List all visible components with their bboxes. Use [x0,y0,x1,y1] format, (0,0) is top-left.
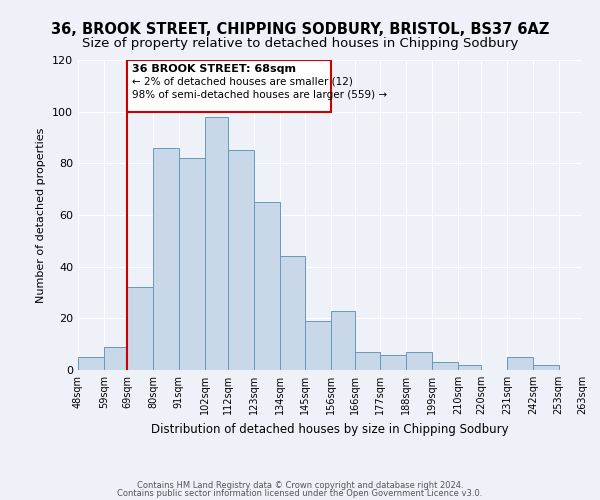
Bar [127,288,153,370]
Bar [280,256,305,370]
Text: Size of property relative to detached houses in Chipping Sodbury: Size of property relative to detached ho… [82,38,518,51]
X-axis label: Distribution of detached houses by size in Chipping Sodbury: Distribution of detached houses by size … [151,422,509,436]
Bar [331,310,355,370]
Bar [458,365,481,370]
Bar [432,362,458,370]
Text: 98% of semi-detached houses are larger (559) →: 98% of semi-detached houses are larger (… [132,90,387,100]
Bar [78,357,104,370]
Text: 36 BROOK STREET: 68sqm: 36 BROOK STREET: 68sqm [132,64,296,74]
Bar [104,347,127,370]
Bar [228,150,254,370]
Text: Contains public sector information licensed under the Open Government Licence v3: Contains public sector information licen… [118,489,482,498]
Bar [305,321,331,370]
Text: Contains HM Land Registry data © Crown copyright and database right 2024.: Contains HM Land Registry data © Crown c… [137,480,463,490]
Text: ← 2% of detached houses are smaller (12): ← 2% of detached houses are smaller (12) [132,77,353,87]
Y-axis label: Number of detached properties: Number of detached properties [37,128,46,302]
Bar [380,354,406,370]
Bar [406,352,432,370]
Bar [127,60,331,112]
Bar [205,117,228,370]
Bar [533,365,559,370]
Bar [254,202,280,370]
Bar [179,158,205,370]
Bar [153,148,179,370]
Bar [507,357,533,370]
Bar [355,352,380,370]
Text: 36, BROOK STREET, CHIPPING SODBURY, BRISTOL, BS37 6AZ: 36, BROOK STREET, CHIPPING SODBURY, BRIS… [51,22,549,38]
